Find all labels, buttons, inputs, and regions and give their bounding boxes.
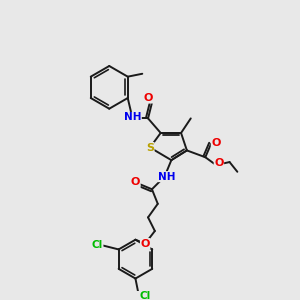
- Text: S: S: [146, 142, 154, 152]
- Text: NH: NH: [124, 112, 141, 122]
- Text: O: O: [131, 178, 140, 188]
- Text: O: O: [211, 138, 221, 148]
- Text: Cl: Cl: [140, 291, 151, 300]
- Text: O: O: [214, 158, 224, 168]
- Text: O: O: [140, 238, 150, 249]
- Text: NH: NH: [158, 172, 175, 182]
- Text: Cl: Cl: [92, 240, 103, 250]
- Text: O: O: [143, 93, 153, 103]
